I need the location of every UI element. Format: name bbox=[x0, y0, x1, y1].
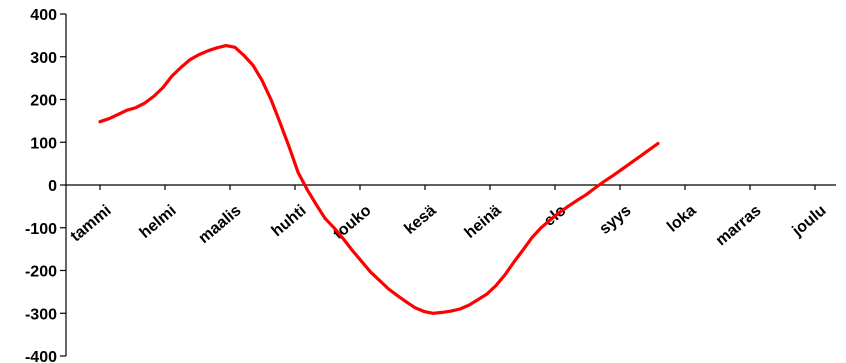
y-axis-ticks: 400 300 200 100 0 -100 -200 -300 -400 bbox=[25, 7, 66, 363]
series-group bbox=[98, 43, 660, 315]
x-category-label: helmi bbox=[137, 202, 180, 242]
y-tick-label: -100 bbox=[25, 221, 57, 238]
x-category-label: huhti bbox=[269, 202, 310, 240]
x-category-label: heinä bbox=[462, 202, 505, 242]
y-tick-label: 100 bbox=[30, 135, 57, 152]
x-category-label: touko bbox=[330, 202, 374, 243]
series-line bbox=[98, 43, 660, 315]
y-tick-label: 0 bbox=[48, 178, 57, 195]
y-tick-label: -200 bbox=[25, 264, 57, 281]
x-category-label: tammi bbox=[68, 202, 115, 245]
y-tick-label: -300 bbox=[25, 306, 57, 323]
x-axis-labels: tammi helmi maalis huhti touko kesä heinä elo sy… bbox=[68, 185, 830, 249]
x-category-label: marras bbox=[713, 202, 765, 249]
x-category-label: joulu bbox=[789, 202, 830, 240]
x-category-label: syys bbox=[596, 202, 634, 238]
x-category-label: maalis bbox=[195, 202, 244, 247]
x-category-label: loka bbox=[664, 202, 700, 236]
y-tick-label: 400 bbox=[30, 7, 57, 24]
x-category-label: kesä bbox=[401, 202, 439, 238]
y-tick-label: 300 bbox=[30, 50, 57, 67]
y-tick-label: -400 bbox=[25, 349, 57, 363]
y-tick-label: 200 bbox=[30, 93, 57, 110]
